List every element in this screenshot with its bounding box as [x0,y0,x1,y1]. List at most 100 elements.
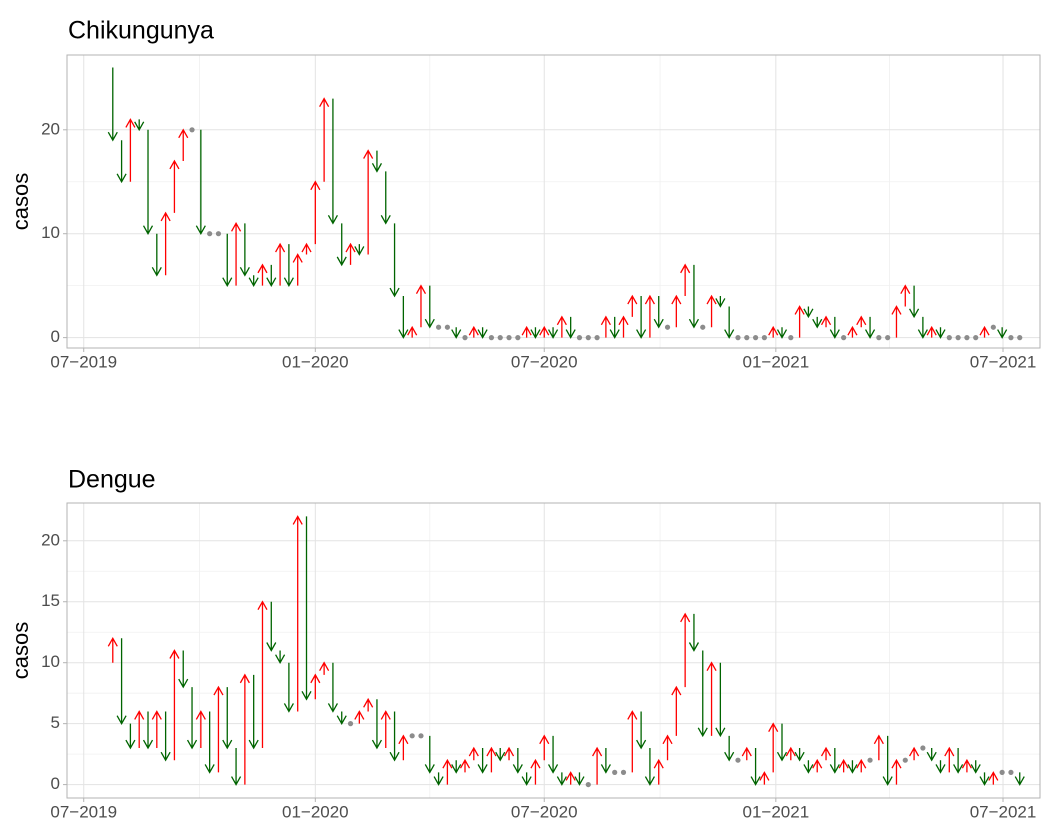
change-arrow [292,515,303,712]
change-arrow [363,149,374,255]
change-arrow [186,687,198,750]
change-arrow [248,275,259,287]
change-arrow [997,327,1008,339]
change-arrow [451,327,462,339]
change-arrow [653,758,664,785]
x-tick-label: 01−2020 [282,802,349,821]
change-arrow [671,685,682,736]
no-change-point [620,769,627,776]
change-arrow [292,253,303,286]
x-tick-label: 07−2019 [50,802,117,821]
y-tick-label: 20 [41,530,60,549]
no-change-point [744,335,750,341]
change-arrow [680,612,691,688]
change-arrow [627,710,638,773]
change-arrow [636,711,647,750]
change-arrow [900,284,911,307]
change-arrow [230,748,242,786]
no-change-point [435,324,442,330]
change-arrow [556,315,567,338]
change-arrow [794,305,805,338]
y-axis-label: casos [8,173,33,230]
change-arrow [521,772,532,786]
change-arrow [671,294,682,328]
no-change-point [497,335,503,341]
change-arrow [856,315,867,328]
change-arrow [944,746,955,773]
change-arrow [239,673,250,785]
change-arrow [785,746,796,761]
change-arrow [909,285,920,319]
change-arrow [909,746,920,761]
change-arrow [230,221,242,286]
change-arrow [776,327,788,339]
no-change-point [990,324,996,330]
change-arrow [266,264,277,287]
no-change-point [735,757,741,763]
change-arrow [371,150,383,173]
no-change-point [735,335,741,341]
x-tick-label: 07−2020 [511,352,578,371]
y-tick-label: 15 [41,591,60,610]
change-arrow [266,601,277,652]
change-arrow [979,772,990,786]
change-arrow [521,325,532,338]
change-arrow [477,748,488,774]
change-arrow [380,171,391,225]
no-change-point [946,335,952,341]
change-arrow [327,98,338,225]
change-arrow [257,600,268,749]
change-arrow [424,735,435,774]
change-arrow [644,294,655,338]
change-arrow [301,516,312,701]
change-arrow [820,315,832,328]
change-arrow [398,296,409,339]
change-arrow [486,746,497,773]
panel-border [66,502,1041,799]
no-change-point [920,745,926,751]
x-tick-label: 07−2020 [511,802,578,821]
change-arrow [424,285,435,329]
change-arrow [275,242,286,286]
change-arrow [310,673,321,700]
change-arrow [565,316,576,339]
change-arrow [459,758,471,773]
change-arrow [222,233,233,287]
no-change-point [418,733,424,739]
change-arrow [935,760,946,774]
change-arrow [662,734,673,761]
change-arrow [750,748,761,786]
no-change-point [902,757,908,763]
no-change-point [664,324,671,330]
change-arrow [327,662,338,713]
change-arrow [891,305,902,338]
change-arrow [151,233,162,277]
change-arrow [433,772,444,786]
change-arrow [451,760,462,774]
no-change-point [1008,769,1014,776]
no-change-point [207,231,213,237]
change-arrow [319,661,330,675]
no-change-point [612,769,618,776]
no-change-point [515,335,521,341]
no-change-point [585,781,591,788]
change-arrow [336,711,347,725]
no-change-point [506,335,512,341]
change-arrow [565,771,576,785]
y-tick-label: 10 [41,652,60,671]
change-arrow [169,649,180,761]
change-arrow [680,263,691,297]
change-arrow [503,746,515,761]
no-change-point [867,757,873,763]
x-tick-label: 07−2019 [50,352,117,371]
x-tick-label: 01−2021 [743,352,810,371]
change-arrow [336,223,347,267]
y-tick-label: 0 [51,774,60,793]
change-arrow [160,211,171,276]
change-arrow [107,636,118,663]
change-arrow [107,67,118,142]
change-arrow [389,711,400,762]
x-tick-label: 07−2021 [970,352,1037,371]
change-arrow [160,711,171,762]
